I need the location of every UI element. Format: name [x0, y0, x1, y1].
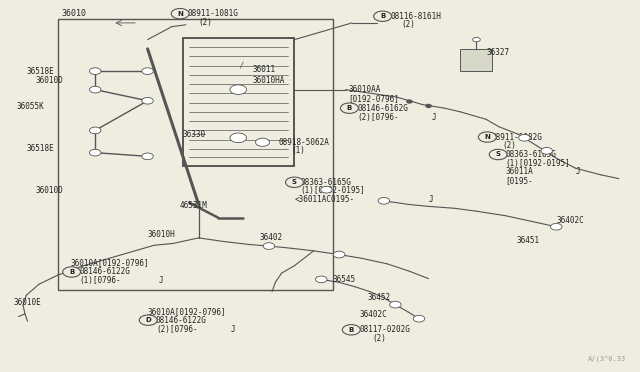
Circle shape — [550, 224, 562, 230]
Text: (2): (2) — [372, 334, 387, 343]
Circle shape — [316, 276, 327, 283]
Text: B: B — [349, 327, 354, 333]
Text: 36402C: 36402C — [556, 216, 584, 225]
Circle shape — [172, 9, 189, 19]
Text: 08911-1082G: 08911-1082G — [491, 132, 542, 142]
Circle shape — [90, 68, 101, 74]
Circle shape — [90, 127, 101, 134]
Circle shape — [478, 132, 496, 142]
Bar — [461, 49, 492, 71]
Text: (2)[0796-: (2)[0796- — [357, 113, 399, 122]
Bar — [58, 19, 333, 290]
Text: (1)[0192-0195]: (1)[0192-0195] — [301, 186, 365, 195]
Text: 36451: 36451 — [516, 236, 540, 246]
Text: 36010D: 36010D — [36, 186, 63, 195]
Circle shape — [255, 138, 269, 146]
Circle shape — [142, 97, 154, 104]
Text: 36010D: 36010D — [36, 76, 63, 85]
Text: 36402: 36402 — [259, 233, 282, 243]
Text: 36010: 36010 — [61, 9, 86, 18]
Circle shape — [413, 315, 425, 322]
Text: 36010E: 36010E — [13, 298, 41, 307]
Text: 08911-1081G: 08911-1081G — [187, 9, 238, 18]
Circle shape — [140, 315, 157, 326]
Text: 36518E: 36518E — [26, 144, 54, 153]
Circle shape — [263, 243, 275, 249]
Text: J: J — [159, 276, 164, 285]
Circle shape — [407, 100, 412, 103]
Text: (2): (2) — [402, 20, 415, 29]
Text: J: J — [575, 167, 580, 176]
Text: 08918-5062A: 08918-5062A — [278, 138, 330, 147]
Text: 08146-6122G: 08146-6122G — [79, 267, 130, 276]
Circle shape — [541, 147, 552, 154]
Text: (1)[0796-: (1)[0796- — [79, 276, 121, 285]
Text: 36330: 36330 — [182, 130, 206, 140]
Text: 08363-6165G: 08363-6165G — [505, 150, 556, 159]
Text: B: B — [69, 269, 74, 275]
Text: J: J — [432, 113, 436, 122]
Text: 36402C: 36402C — [360, 311, 387, 320]
Circle shape — [374, 11, 392, 22]
Circle shape — [340, 103, 358, 113]
Text: 36545: 36545 — [333, 275, 356, 284]
Text: 08146-6122G: 08146-6122G — [156, 316, 207, 325]
Text: 36518E: 36518E — [26, 67, 54, 76]
Text: N: N — [177, 11, 183, 17]
Circle shape — [518, 135, 530, 141]
Text: (1)[0192-0195]: (1)[0192-0195] — [505, 158, 570, 167]
Text: (2): (2) — [198, 18, 212, 27]
Text: J: J — [230, 324, 236, 334]
Text: 36011A: 36011A — [505, 167, 533, 176]
Text: 36010HA: 36010HA — [253, 76, 285, 85]
Text: B: B — [380, 13, 385, 19]
Text: 08117-0202G: 08117-0202G — [360, 325, 410, 334]
Text: 36452: 36452 — [368, 294, 391, 302]
Circle shape — [342, 325, 360, 335]
Circle shape — [378, 198, 390, 204]
Circle shape — [321, 186, 332, 193]
Text: S: S — [495, 151, 500, 157]
Circle shape — [90, 149, 101, 156]
Text: 08363-6165G: 08363-6165G — [301, 178, 352, 187]
Text: 46531M: 46531M — [179, 201, 207, 210]
Text: J: J — [429, 195, 433, 204]
Circle shape — [63, 267, 81, 277]
Text: 36010A[0192-0796]: 36010A[0192-0796] — [148, 307, 226, 316]
Circle shape — [142, 153, 154, 160]
Text: [0192-0796]: [0192-0796] — [349, 94, 399, 103]
Circle shape — [390, 301, 401, 308]
Text: N: N — [484, 134, 490, 140]
Circle shape — [426, 105, 431, 108]
Text: B: B — [347, 105, 352, 111]
Text: 36010A[0192-0796]: 36010A[0192-0796] — [71, 259, 150, 267]
Text: 36327: 36327 — [486, 48, 509, 57]
Circle shape — [230, 133, 246, 142]
Text: S: S — [292, 179, 297, 185]
Text: 36011: 36011 — [253, 65, 276, 74]
Text: 36010AA: 36010AA — [349, 85, 381, 94]
Circle shape — [142, 68, 154, 74]
Text: 08116-8161H: 08116-8161H — [390, 12, 441, 21]
Text: D: D — [145, 317, 151, 323]
Text: [0195-: [0195- — [505, 176, 533, 185]
Circle shape — [489, 149, 507, 160]
Circle shape — [230, 85, 246, 94]
Circle shape — [333, 251, 345, 258]
Circle shape — [285, 177, 303, 187]
Text: 36055K: 36055K — [17, 102, 44, 111]
Text: 08146-6162G: 08146-6162G — [357, 104, 408, 113]
Circle shape — [472, 37, 480, 42]
Text: (1): (1) — [291, 146, 305, 155]
Text: (2): (2) — [502, 141, 516, 151]
Circle shape — [90, 86, 101, 93]
Text: 36010H: 36010H — [148, 230, 175, 240]
Text: A/(3^0.33: A/(3^0.33 — [588, 356, 627, 362]
Text: (2)[0796-: (2)[0796- — [156, 324, 198, 334]
Text: <36011AC0195-: <36011AC0195- — [294, 195, 355, 204]
